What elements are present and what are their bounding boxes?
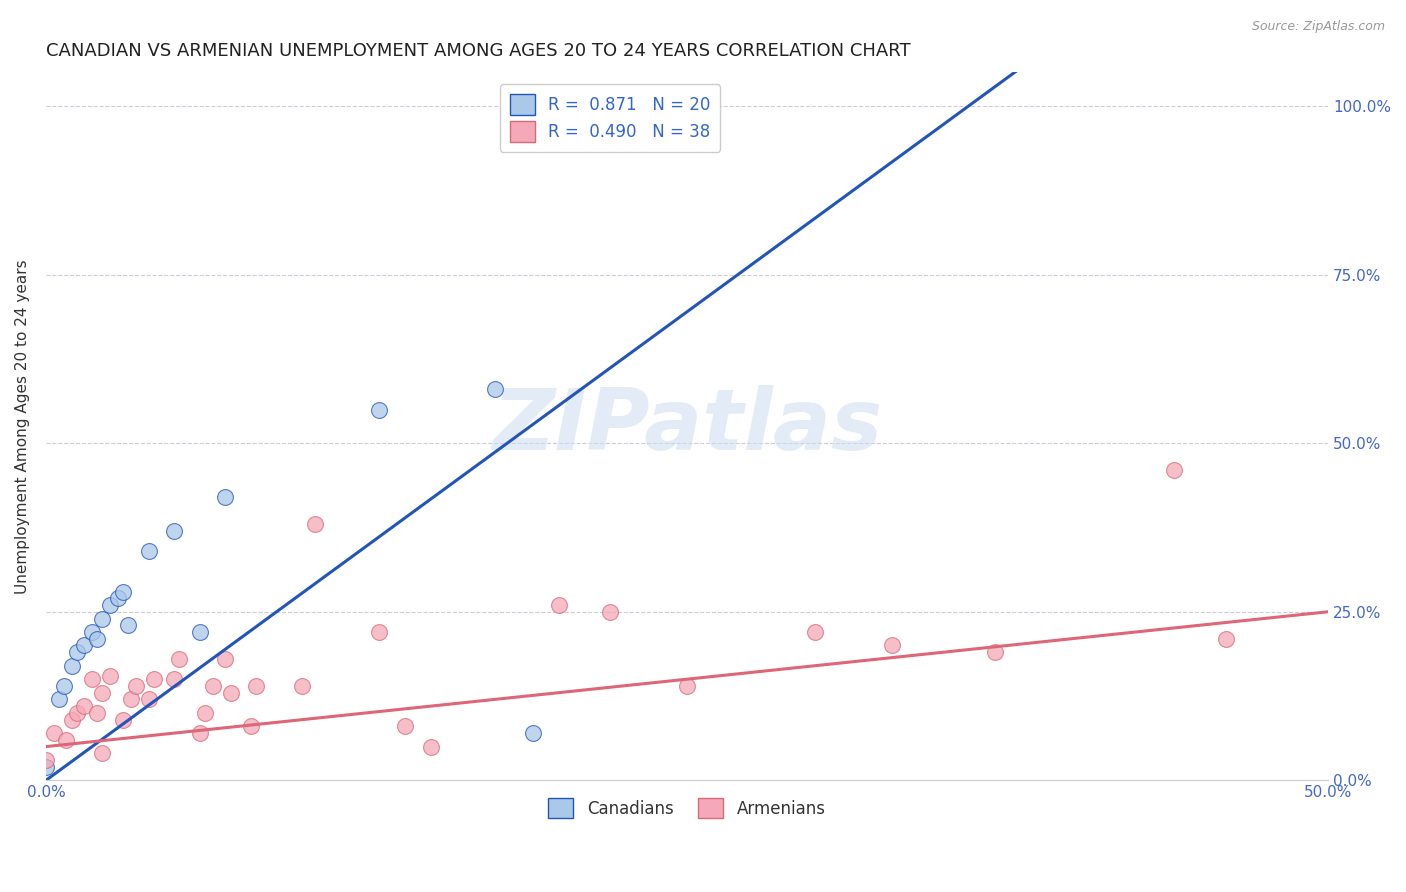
Point [125,679,148,693]
Point [484,382,506,396]
Y-axis label: Unemployment Among Ages 20 to 24 years: Unemployment Among Ages 20 to 24 years [15,259,30,594]
Point [804,625,827,640]
Point [214,490,236,504]
Point [169,652,191,666]
Point [163,524,186,538]
Point [42,726,65,740]
Point [547,598,569,612]
Point [73,639,96,653]
Point [676,679,699,693]
Point [60,658,83,673]
Point [111,584,134,599]
Point [419,739,441,754]
Point [48,692,70,706]
Point [66,645,89,659]
Text: ZIPatlas: ZIPatlas [492,384,882,468]
Point [35,760,58,774]
Point [138,544,160,558]
Point [91,747,114,761]
Point [52,679,75,693]
Point [86,706,108,720]
Point [245,679,267,693]
Point [66,706,89,720]
Point [882,639,904,653]
Point [73,699,96,714]
Text: Source: ZipAtlas.com: Source: ZipAtlas.com [1251,20,1385,33]
Point [1215,632,1237,646]
Point [98,669,121,683]
Point [188,625,211,640]
Point [984,645,1007,659]
Point [107,591,129,606]
Point [82,625,104,640]
Point [86,632,108,646]
Point [142,672,165,686]
Point [219,686,242,700]
Point [1163,463,1185,477]
Point [91,686,114,700]
Point [91,611,114,625]
Point [138,692,160,706]
Point [117,618,139,632]
Point [214,652,236,666]
Point [55,732,77,747]
Point [194,706,217,720]
Point [368,625,391,640]
Point [163,672,186,686]
Point [188,726,211,740]
Point [522,726,544,740]
Point [111,713,134,727]
Point [368,402,391,417]
Point [304,517,326,532]
Point [599,605,621,619]
Point [82,672,104,686]
Text: CANADIAN VS ARMENIAN UNEMPLOYMENT AMONG AGES 20 TO 24 YEARS CORRELATION CHART: CANADIAN VS ARMENIAN UNEMPLOYMENT AMONG … [46,42,911,60]
Point [394,719,416,733]
Point [201,679,224,693]
Point [35,753,58,767]
Point [98,598,121,612]
Point [291,679,314,693]
Point [120,692,142,706]
Point [240,719,263,733]
Point [60,713,83,727]
Legend: Canadians, Armenians: Canadians, Armenians [541,791,832,825]
